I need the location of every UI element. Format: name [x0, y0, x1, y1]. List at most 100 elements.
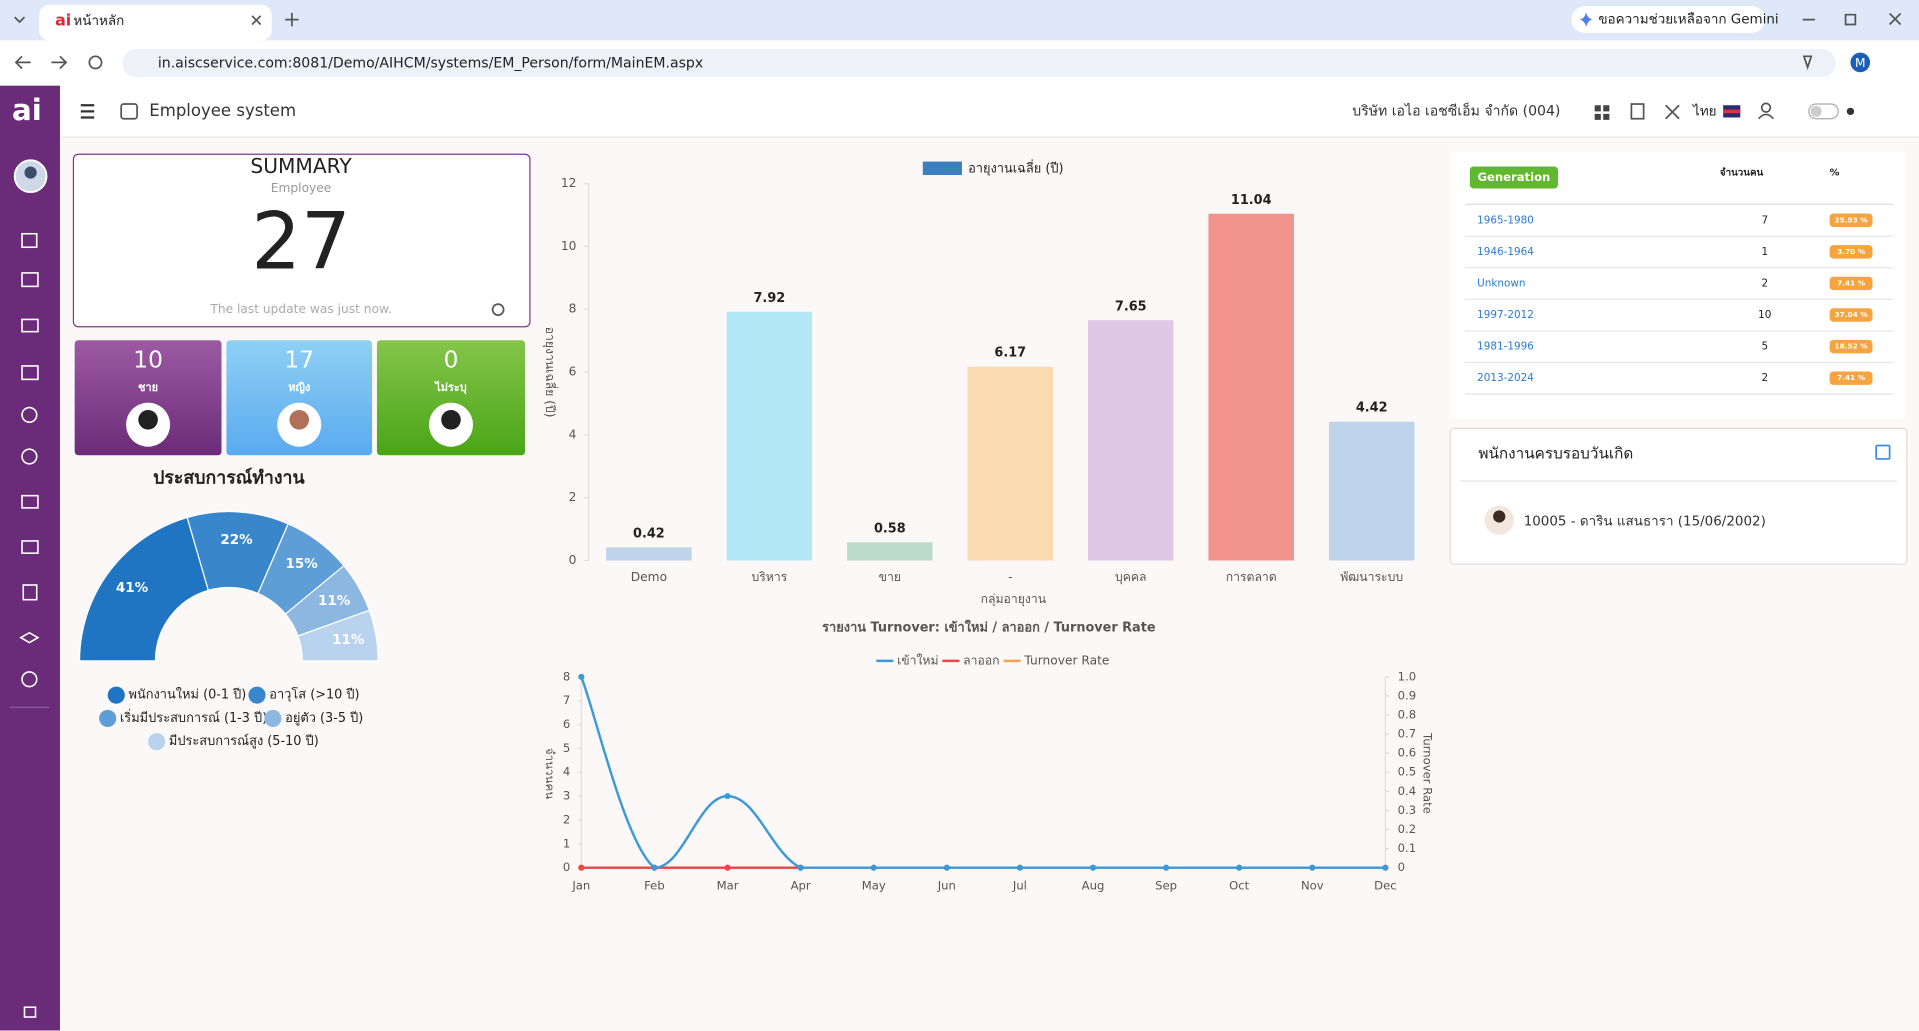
nav-buttons[interactable]	[14, 55, 68, 70]
y-tick-label: 4	[569, 427, 577, 441]
menu-item[interactable]	[19, 631, 40, 644]
reload[interactable]	[88, 55, 103, 70]
series-point	[578, 864, 585, 871]
percent-label: 25.93 %	[1835, 215, 1869, 224]
user-avatar-face	[24, 166, 37, 179]
donut-slice	[297, 609, 379, 662]
sidebar-menu	[9, 232, 49, 1018]
birthday-card	[1449, 427, 1908, 565]
legend-swatch	[107, 686, 125, 704]
y2-tick-label: 0.6	[1398, 746, 1416, 760]
user-icon-body	[1758, 113, 1775, 120]
gender-card	[376, 340, 526, 456]
gender-card	[226, 340, 373, 456]
new-tab[interactable]	[285, 12, 299, 27]
menu-item[interactable]	[21, 448, 38, 465]
menu-item[interactable]	[21, 540, 39, 554]
active-tab[interactable]	[39, 4, 272, 41]
value-label: 6.17	[994, 346, 1026, 361]
gender-count: 17	[284, 347, 314, 374]
app-title: Employee system	[149, 101, 296, 120]
x-tick-label: Oct	[1229, 879, 1250, 893]
series-point	[870, 864, 877, 871]
y2-tick-label: 0	[1398, 860, 1405, 874]
toggle-knob	[1810, 105, 1822, 117]
series-point	[1236, 864, 1243, 871]
x-tick-label: May	[862, 879, 886, 893]
birthday-entry: 10005 - ดาริน แสนธารา (15/06/2002)	[1524, 514, 1766, 529]
menu-item[interactable]	[21, 671, 38, 688]
calendar-icon[interactable]	[1875, 444, 1891, 460]
series-point	[724, 793, 731, 800]
menu-item[interactable]	[21, 494, 39, 509]
doc-icon[interactable]	[1630, 103, 1645, 120]
series-point	[943, 864, 950, 871]
menu-toggle[interactable]	[80, 104, 95, 119]
legend-swatch	[922, 161, 962, 176]
url-bar[interactable]	[122, 48, 1836, 78]
tab-menu[interactable]	[14, 16, 26, 24]
generation-count: 10	[1758, 309, 1771, 321]
value-label: 7.65	[1115, 299, 1147, 314]
x-tick-label: พัฒนาระบบ	[1340, 570, 1403, 584]
x-tick-label: บุคคล	[1115, 570, 1147, 585]
menu-home[interactable]	[21, 232, 38, 249]
menu-lock[interactable]	[23, 1006, 37, 1018]
x-tick-label: Jan	[571, 879, 590, 893]
slice-label: 22%	[220, 533, 253, 548]
y-tick-label: 0	[569, 553, 577, 567]
menu-item[interactable]	[21, 272, 39, 288]
generation-label: 1981-1996	[1477, 341, 1534, 353]
x-tick-label: Apr	[791, 879, 811, 893]
sidebar	[0, 85, 60, 1031]
legend-label: อายุงานเฉลี่ย (ปี)	[968, 159, 1064, 176]
y-axis-label: อายุงานเฉลี่ย (ปี)	[542, 327, 559, 418]
y2-tick-label: 0.8	[1398, 707, 1416, 721]
table-header: Generation	[1477, 170, 1550, 184]
y2-tick-label: 0.3	[1398, 803, 1416, 817]
series-point	[1382, 864, 1389, 871]
x-tick-label: การตลาด	[1226, 570, 1277, 584]
profile[interactable]	[1850, 52, 1871, 73]
menu-item[interactable]	[21, 406, 38, 424]
series-point	[724, 864, 731, 871]
bookmark[interactable]	[1802, 55, 1813, 71]
language[interactable]: ไทย	[1692, 103, 1717, 119]
legend-label: เข้าใหม่	[897, 653, 938, 667]
gender-avatar-hair	[441, 409, 461, 430]
bar	[847, 542, 933, 561]
generation-label: 1965-1980	[1477, 214, 1534, 226]
table-header: %	[1830, 168, 1840, 179]
menu-item[interactable]	[22, 584, 38, 601]
y-tick-label: 12	[561, 176, 577, 190]
window-controls[interactable]	[1802, 12, 1902, 26]
y-tick-label: 5	[563, 741, 570, 755]
menu-item[interactable]	[21, 318, 39, 333]
gemini-button[interactable]	[1571, 6, 1765, 34]
y-tick-label: 7	[563, 693, 570, 707]
series-line	[580, 676, 1386, 869]
percent-badge	[1829, 213, 1873, 228]
gender-avatar-hair	[138, 409, 158, 430]
url: in.aiscservice.com:8081/Demo/AIHCM/syste…	[158, 56, 703, 72]
series-point	[651, 864, 658, 871]
tools-icon[interactable]	[1665, 104, 1680, 120]
summary-subtitle: Employee	[271, 181, 332, 195]
value-label: 0.42	[633, 526, 665, 541]
user-icon[interactable]	[1760, 102, 1772, 113]
y-tick-label: 4	[563, 765, 570, 779]
bar	[1208, 213, 1294, 561]
x-tick-label: Mar	[717, 879, 739, 893]
generation-label: Unknown	[1477, 277, 1525, 289]
x-tick-label: ขาย	[879, 570, 901, 584]
apps-icon[interactable]	[1594, 105, 1610, 120]
donut-slice	[78, 516, 210, 662]
y-tick-label: 6	[569, 365, 577, 379]
refresh[interactable]	[491, 303, 505, 316]
tab-close[interactable]	[251, 15, 262, 26]
gemini-icon	[1579, 12, 1593, 27]
x-tick-label: Demo	[631, 570, 667, 584]
menu-item[interactable]	[21, 365, 39, 381]
legend-swatch	[264, 709, 282, 727]
